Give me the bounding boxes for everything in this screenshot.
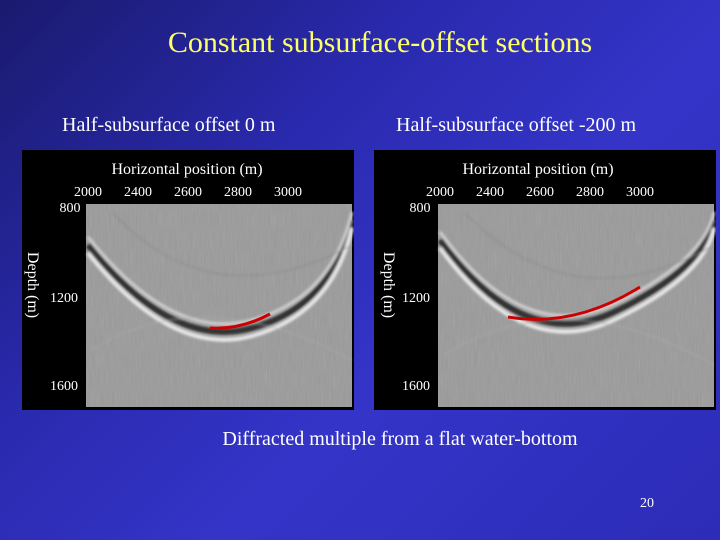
left-x-axis-label: Horizontal position (m) — [111, 161, 262, 178]
left-x-tick-2800: 2800 — [224, 185, 252, 200]
left-multiple-events — [85, 211, 354, 361]
right-multiple-events — [437, 211, 716, 366]
right-x-tick-2600: 2600 — [526, 185, 554, 200]
left-y-tick-1600: 1600 — [50, 379, 78, 394]
left-x-tick-2400: 2400 — [124, 185, 152, 200]
left-panel-subtitle: Half-subsurface offset 0 m — [62, 114, 276, 136]
slide-caption: Diffracted multiple from a flat water-bo… — [222, 428, 578, 450]
right-y-tick-1200: 1200 — [402, 291, 430, 306]
right-x-tick-2800: 2800 — [576, 185, 604, 200]
left-y-tick-1200: 1200 — [50, 291, 78, 306]
right-x-axis-label: Horizontal position (m) — [462, 161, 613, 178]
right-x-tick-2400: 2400 — [476, 185, 504, 200]
page-number: 20 — [640, 496, 654, 511]
right-panel-subtitle: Half-subsurface offset -200 m — [396, 114, 637, 136]
left-x-tick-3000: 3000 — [274, 185, 302, 200]
left-seismic-figure: Horizontal position (m) 2000 2400 2600 2… — [24, 161, 354, 407]
slide-title: Constant subsurface-offset sections — [167, 26, 593, 59]
right-x-tick-2000: 2000 — [426, 185, 454, 200]
right-seismic-figure: Horizontal position (m) 2000 2400 2600 2… — [380, 161, 716, 407]
left-y-axis-label: Depth (m) — [24, 252, 41, 318]
left-x-tick-2600: 2600 — [174, 185, 202, 200]
left-y-tick-800: 800 — [60, 201, 81, 216]
right-y-axis-label: Depth (m) — [380, 252, 397, 318]
left-x-tick-2000: 2000 — [74, 185, 102, 200]
left-highlight-curve — [209, 312, 271, 330]
right-highlight-curve — [507, 285, 641, 321]
right-y-tick-1600: 1600 — [402, 379, 430, 394]
right-x-tick-3000: 3000 — [626, 185, 654, 200]
right-y-tick-800: 800 — [410, 201, 431, 216]
left-seismic-panel: Horizontal position (m) 2000 2400 2600 2… — [22, 150, 354, 410]
right-seismic-panel: Horizontal position (m) 2000 2400 2600 2… — [374, 150, 716, 410]
